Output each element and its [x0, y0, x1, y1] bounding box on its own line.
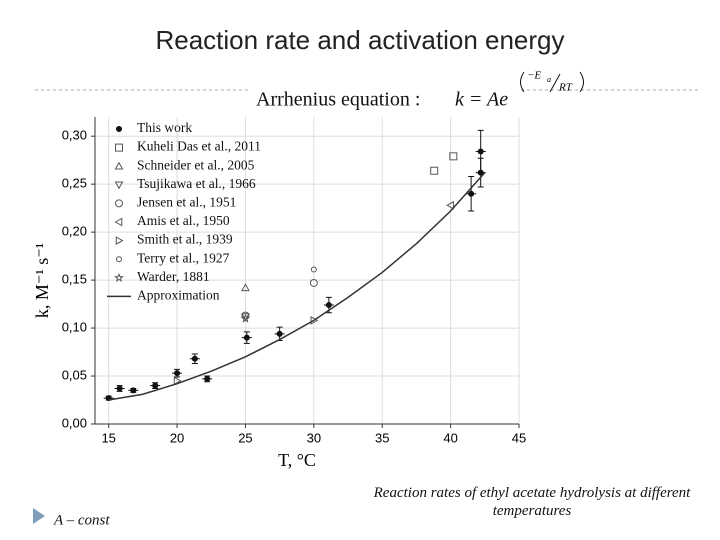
marker: [446, 200, 454, 210]
marker: [116, 126, 122, 132]
caption-box: Reaction rates of ethyl acetate hydrolys…: [373, 485, 691, 519]
marker: [116, 385, 123, 392]
bullet-icon: [33, 508, 45, 524]
marker: [276, 330, 283, 337]
legend-label: Terry et al., 1927: [137, 250, 230, 265]
legend-label: Kuheli Das et al., 2011: [137, 139, 261, 154]
marker: [430, 166, 439, 175]
marker: [115, 143, 123, 152]
equation-exp-den: RT: [558, 82, 573, 94]
marker: [114, 217, 123, 227]
equation-exp-num: −E: [527, 70, 541, 82]
caption: Reaction rates of ethyl acetate hydrolys…: [373, 485, 691, 519]
marker: [243, 334, 250, 341]
marker: [174, 370, 181, 377]
y-tick-label: 0,25: [62, 176, 87, 191]
y-tick-label: 0,15: [62, 272, 87, 287]
paren: [520, 71, 525, 93]
marker: [191, 355, 198, 362]
x-axis-label: T, °C: [278, 450, 316, 470]
legend-label: Jensen et al., 1951: [137, 194, 236, 209]
marker: [114, 161, 124, 170]
equation-exp-sub: a: [547, 75, 551, 84]
marker: [114, 273, 124, 283]
marker: [173, 376, 182, 386]
marker: [325, 302, 332, 309]
approximation-line: [108, 172, 486, 401]
marker: [309, 278, 318, 287]
x-tick-label: 20: [170, 430, 184, 445]
equation-bg: [250, 78, 520, 122]
plot: 0,00 0,05 0,10 0,15 0,20 0,25 0,30 15 20 25 30 35 40…: [32, 117, 526, 470]
paren: [579, 71, 584, 93]
bullet-text: A – const: [53, 512, 110, 528]
legend-label: Amis et al., 1950: [137, 213, 230, 228]
marker: [115, 236, 124, 245]
y-axis-label: k, M⁻¹ s⁻¹: [32, 243, 52, 318]
marker: [468, 190, 475, 197]
legend-label: Tsujikawa et al., 1966: [137, 176, 256, 191]
y-tick-label: 0,20: [62, 224, 87, 239]
marker: [310, 266, 317, 273]
legend-label: Schneider et al., 2005: [137, 157, 255, 172]
marker: [241, 283, 250, 292]
y-tick-label: 0,30: [62, 128, 87, 143]
legend-label: Smith et al., 1939: [137, 232, 233, 247]
marker: [477, 148, 484, 155]
legend-label: Warder, 1881: [137, 269, 210, 284]
x-tick-label: 25: [238, 430, 252, 445]
x-tick-label: 35: [375, 430, 389, 445]
marker: [241, 311, 250, 320]
y-tick-label: 0,05: [62, 367, 87, 382]
legend-label: This work: [137, 120, 192, 135]
y-tick-label: 0,00: [62, 415, 87, 430]
marker: [449, 152, 458, 161]
marker: [115, 199, 123, 208]
equation-lhs: k = Ae: [455, 89, 508, 111]
equation-label: Arrhenius equation :: [256, 89, 420, 111]
x-tick-label: 30: [307, 430, 321, 445]
marker: [204, 375, 211, 382]
x-tick-label: 40: [443, 430, 457, 445]
marker: [240, 313, 251, 323]
marker: [152, 382, 159, 389]
y-tick-label: 0,10: [62, 320, 87, 335]
x-tick-label: 45: [512, 430, 526, 445]
marker: [114, 181, 124, 190]
marker: [130, 387, 137, 394]
marker: [116, 256, 122, 263]
x-tick-label: 15: [101, 430, 115, 445]
slash: [549, 73, 561, 93]
legend-label: Approximation: [137, 287, 220, 302]
marker: [310, 316, 319, 325]
slide-title: Reaction rate and activation energy: [155, 25, 564, 55]
